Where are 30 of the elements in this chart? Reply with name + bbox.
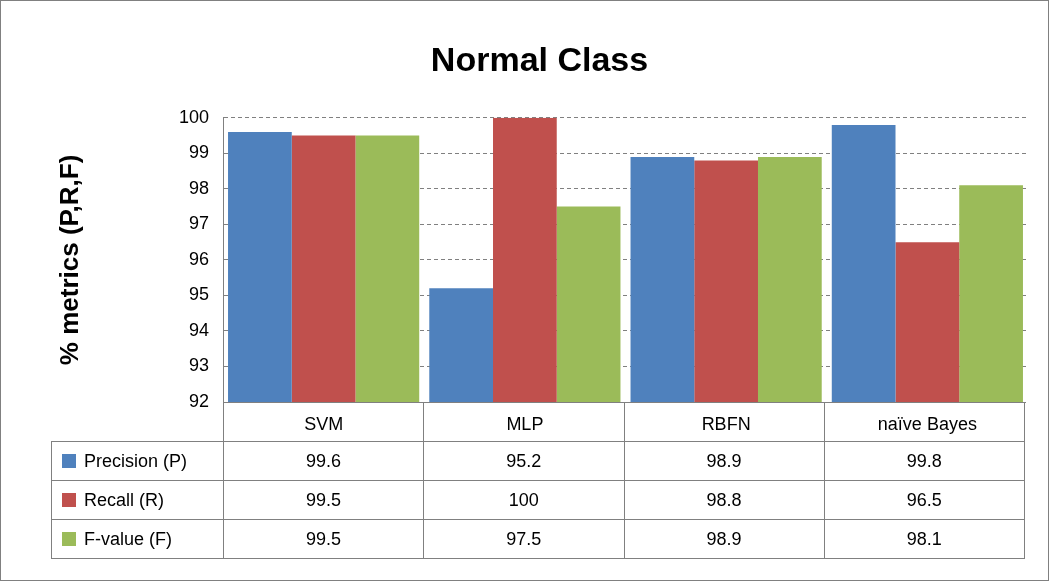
data-label: 100 xyxy=(423,480,625,520)
y-tick-label: 94 xyxy=(188,319,209,340)
x-tick-label: MLP xyxy=(506,413,544,434)
data-label: 98.9 xyxy=(623,441,825,481)
data-label: 99.6 xyxy=(223,441,425,481)
data-label: 99.5 xyxy=(223,519,425,559)
legend-label: Recall (R) xyxy=(84,489,165,511)
data-label: 98.1 xyxy=(823,519,1025,559)
y-tick-label: 92 xyxy=(188,390,209,411)
legend-label: Precision (P) xyxy=(84,450,188,472)
y-tick-label: 100 xyxy=(178,106,209,127)
data-label: 97.5 xyxy=(423,519,625,559)
x-tick-label: RBFN xyxy=(701,413,751,434)
y-tick-label: 97 xyxy=(188,213,209,234)
y-tick-label: 99 xyxy=(188,142,209,163)
x-tick-label: SVM xyxy=(304,413,344,434)
legend-label: F-value (F) xyxy=(84,528,173,550)
data-label: 95.2 xyxy=(423,441,625,481)
y-tick-label: 95 xyxy=(188,284,209,305)
y-tick-label: 98 xyxy=(188,177,209,198)
data-label: 98.9 xyxy=(623,519,825,559)
y-tick-label: 93 xyxy=(188,355,209,376)
y-axis-title: % metrics (P,R,F) xyxy=(53,154,84,366)
y-tick-label: 96 xyxy=(188,248,209,269)
data-label: 98.8 xyxy=(623,480,825,520)
data-label: 96.5 xyxy=(823,480,1025,520)
chart-title: Normal Class xyxy=(430,39,649,78)
data-label: 99.8 xyxy=(823,441,1025,481)
x-tick-label: naïve Bayes xyxy=(877,413,977,434)
data-label: 99.5 xyxy=(223,480,425,520)
